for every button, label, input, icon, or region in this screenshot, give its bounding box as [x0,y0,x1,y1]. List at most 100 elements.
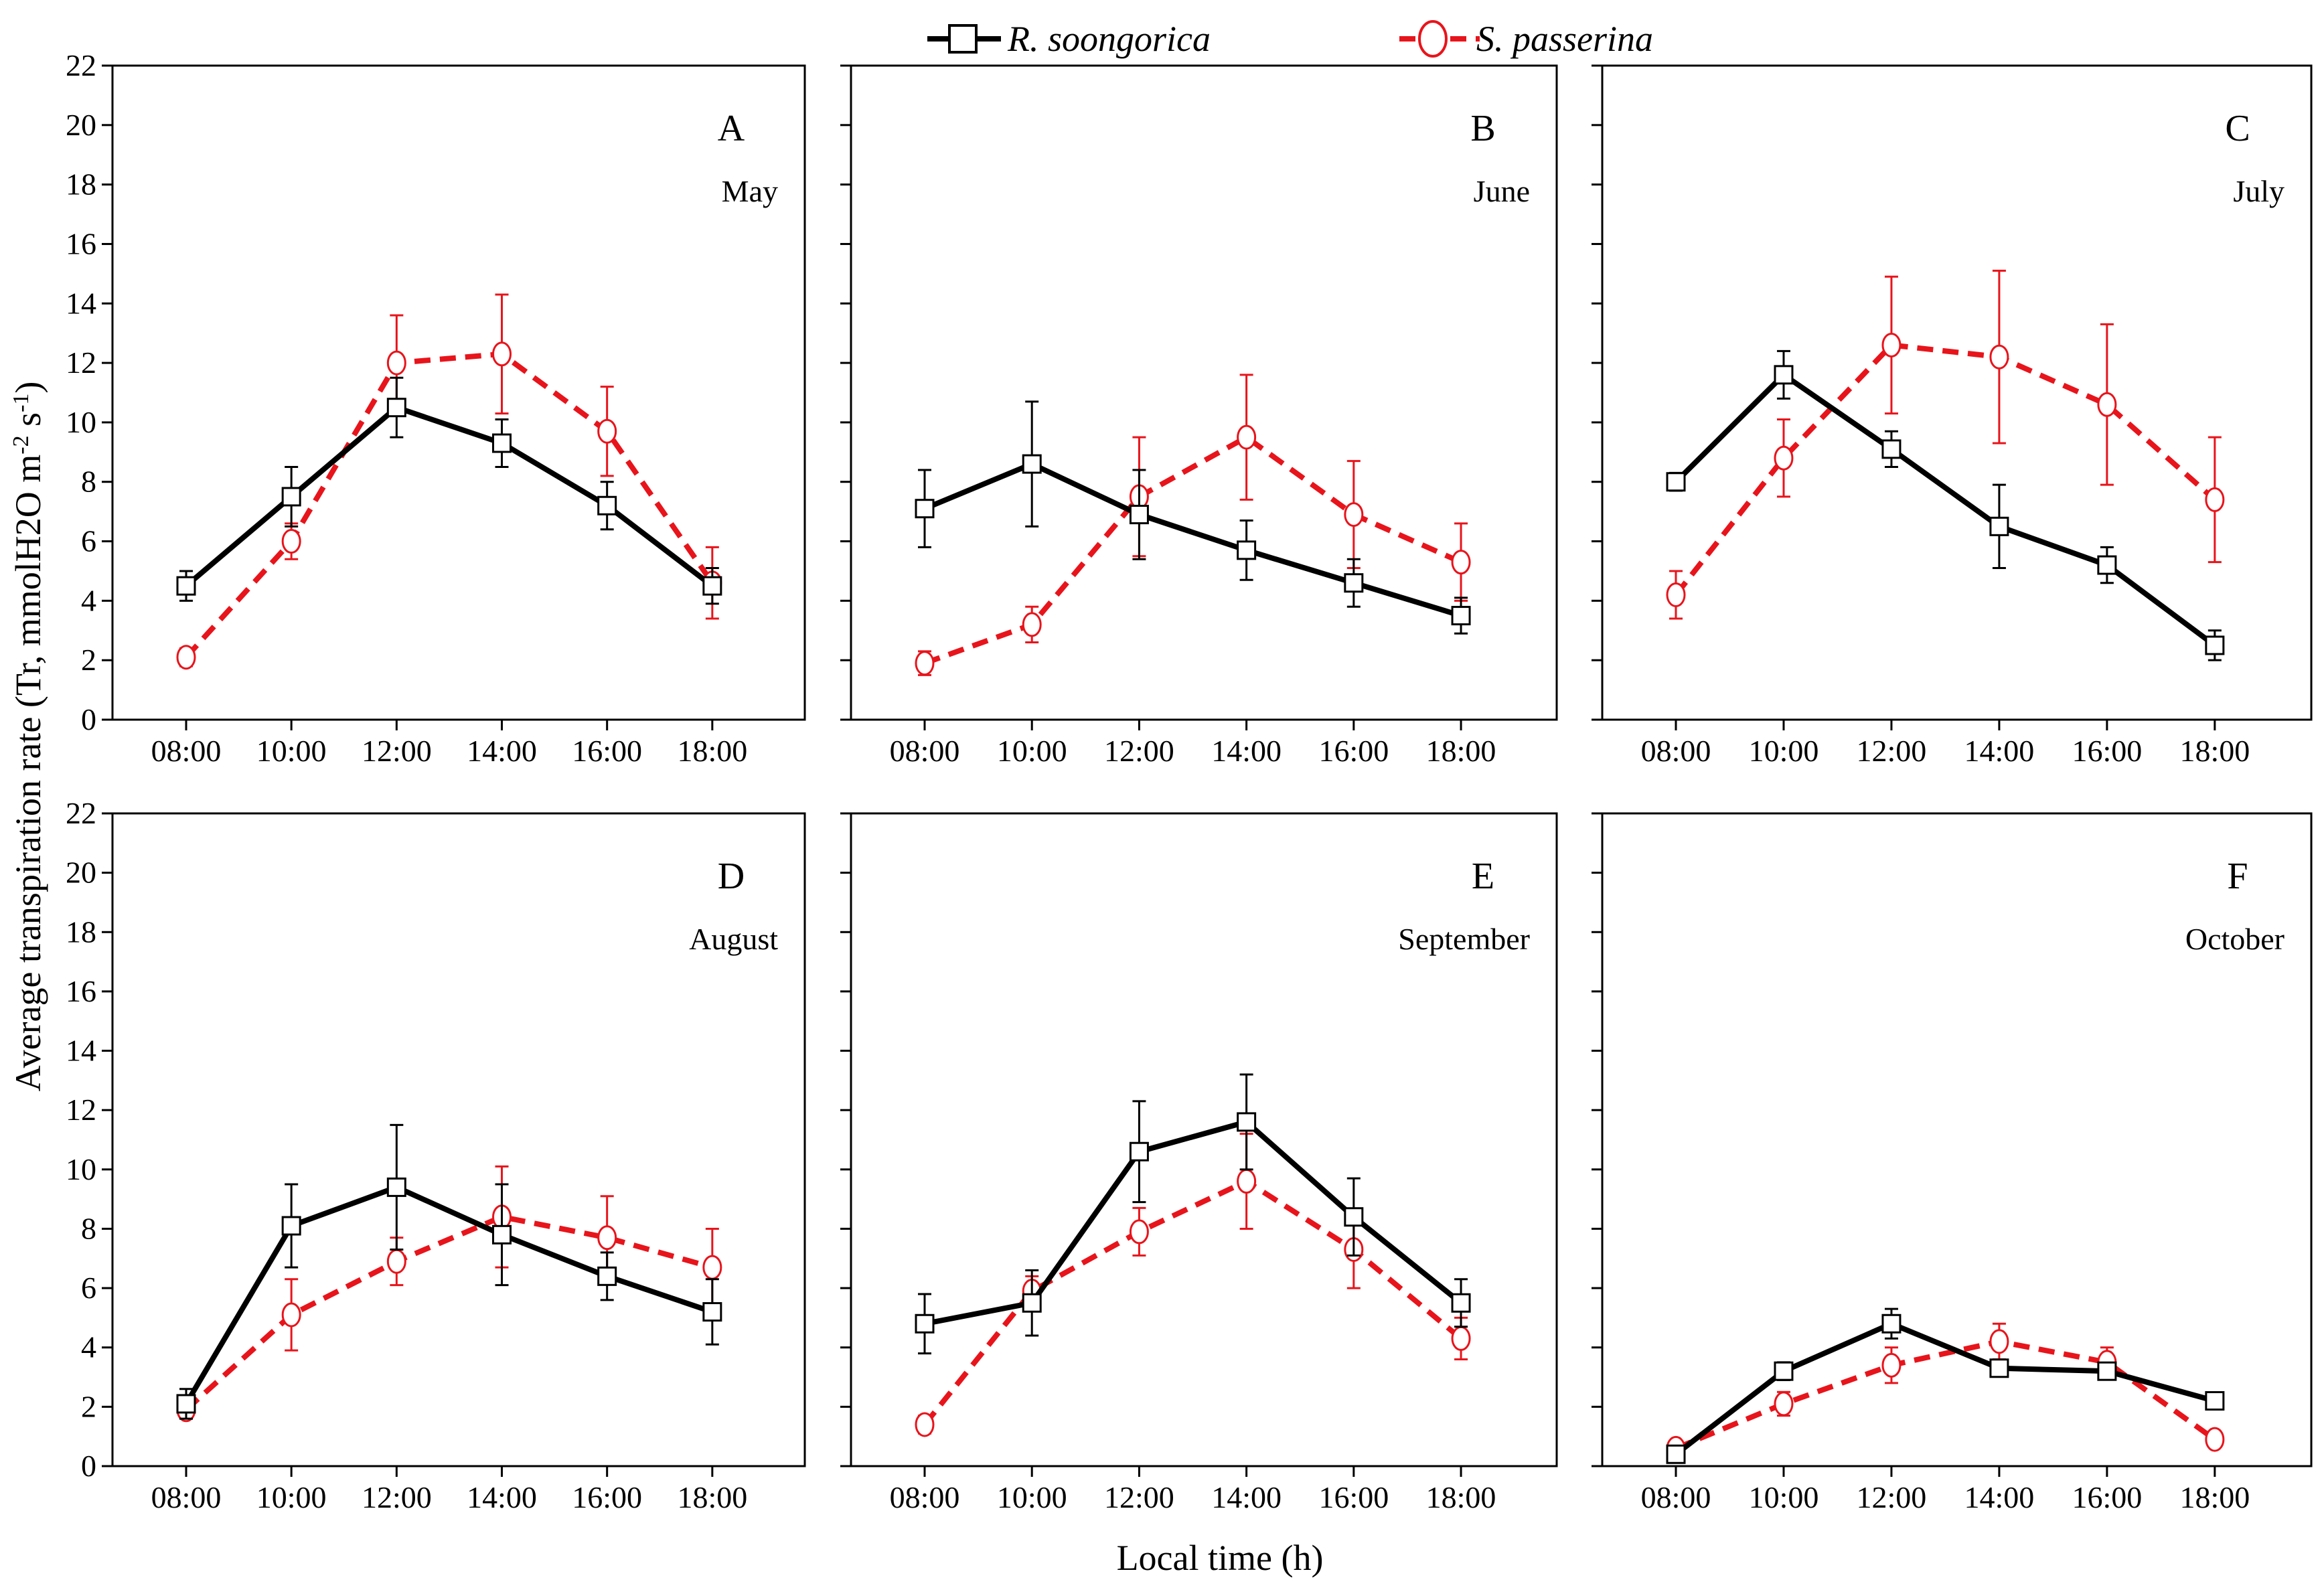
x-tick-label: 14:00 [1964,1480,2035,1514]
series-s-passerina [1666,269,2225,620]
x-tick-label: 08:00 [890,1480,960,1514]
panel-month: September [1398,922,1530,956]
data-point [386,1249,406,1274]
data-point [281,529,301,554]
data-point [915,651,935,676]
y-tick-label: 8 [81,1211,96,1245]
x-tick-label: 10:00 [1749,1480,1819,1514]
data-point [1881,439,1902,459]
series-line [923,434,1462,666]
y-tick-label: 12 [66,345,96,380]
x-tick-label: 10:00 [1749,734,1819,768]
y-axis-title-superscript: -2 [9,435,33,454]
data-point [597,418,617,444]
panel-month: June [1474,174,1530,208]
panel-letter: F [2227,856,2248,897]
panel-letter: C [2225,108,2250,149]
series-s-passerina [915,1133,1471,1437]
plot-frame [111,812,806,1467]
data-point [2097,1361,2117,1381]
data-point [1129,1219,1149,1245]
data-point [597,1225,617,1251]
data-point [1022,454,1042,474]
x-tick-label: 10:00 [997,734,1067,768]
legend: R. soongorica S. passerina [927,19,1653,59]
data-point [1237,424,1257,450]
series-r-soongorica [176,376,722,605]
plot-frame [1601,64,2313,721]
x-tick-label: 12:00 [1857,734,1927,768]
y-tick-label: 18 [66,167,96,202]
y-tick-label: 4 [81,1330,96,1364]
panel-c: 08:00 10:00 12:00 14:00 16:00 18:00 C July [1592,64,2313,768]
y-axis-title-part: s [8,412,48,436]
legend-marker-square [948,24,978,54]
x-tick-label: 18:00 [677,734,747,768]
y-tick-label: 6 [81,524,96,558]
panel-month: October [2185,922,2285,956]
y-tick-label: 16 [66,974,96,1008]
y-tick-label: 0 [81,1449,96,1483]
data-point [915,499,935,519]
series-line [184,404,714,588]
x-tick-label: 10:00 [256,1480,327,1514]
y-tick-label: 22 [66,796,96,830]
data-point [1022,612,1042,637]
series-r-soongorica [915,1073,1471,1355]
x-tick-label: 14:00 [467,1480,537,1514]
panel-f: 08:00 10:00 12:00 14:00 16:00 18:00 F October [1592,812,2313,1514]
x-tick-label: 08:00 [151,734,222,768]
y-tick-label: 20 [66,108,96,142]
x-tick-label: 18:00 [1426,1480,1496,1514]
x-tick-label: 16:00 [1318,1480,1389,1514]
data-point [2097,555,2117,575]
y-tick-label: 14 [66,286,96,320]
data-point [597,495,617,515]
data-point [1451,606,1471,626]
x-tick-label: 16:00 [572,1480,642,1514]
legend-label-s-passerina: S. passerina [1476,19,1653,59]
data-point [281,1216,301,1236]
y-tick-label: 0 [81,702,96,736]
data-point [1237,1169,1257,1194]
series-s-passerina [176,293,722,670]
x-tick-label: 16:00 [1318,734,1389,768]
y-tick-label: 10 [66,1152,96,1186]
data-point [281,487,301,507]
plot-frame [1601,812,2313,1467]
legend-label-r-soongorica: R. soongorica [1007,19,1211,59]
data-point [176,576,196,596]
series-line [922,1178,1463,1427]
data-point [1881,1313,1902,1334]
panel-letter: B [1470,108,1495,149]
series-line [924,1119,1463,1327]
data-point [386,350,406,376]
x-tick-label: 18:00 [2179,1480,2250,1514]
y-tick-label: 6 [81,1271,96,1305]
data-point [2205,1427,2225,1452]
data-point [1129,1141,1149,1162]
data-point [1666,1444,1686,1464]
series-r-soongorica [1666,349,2225,661]
data-point [492,1224,512,1245]
y-tick-label: 4 [81,583,96,617]
series-line [184,1214,713,1412]
data-point [2205,1391,2225,1411]
x-tick-label: 10:00 [256,734,327,768]
y-tick-label: 22 [66,48,96,82]
series-s-passerina [176,1165,722,1423]
data-point [1666,582,1686,607]
plot-frame [111,64,806,721]
series-line [184,351,715,659]
data-point [1774,1391,1794,1417]
y-tick-label: 18 [66,914,96,949]
y-tick-label: 8 [81,465,96,499]
x-tick-label: 12:00 [1857,1480,1927,1514]
data-point [915,1313,935,1334]
x-tick-label: 18:00 [677,1480,747,1514]
series-line [1673,342,2217,596]
panel-letter: A [718,108,745,149]
